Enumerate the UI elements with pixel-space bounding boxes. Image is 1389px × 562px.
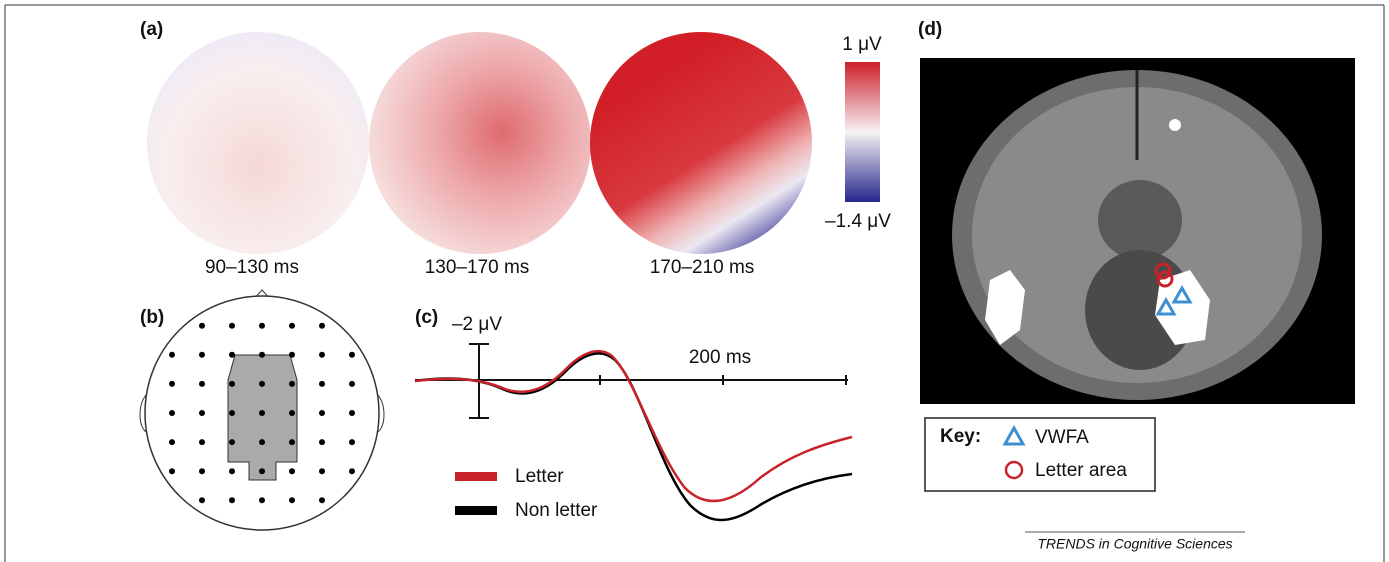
- electrode: [289, 410, 295, 416]
- figure: (a) 1 μV –1.4 μV 90–130 ms 130–170 ms 17…: [0, 0, 1389, 562]
- colorbar-label: –1.4 μV: [825, 211, 891, 232]
- electrode: [289, 468, 295, 474]
- electrode: [289, 323, 295, 329]
- electrode: [289, 497, 295, 503]
- electrode: [169, 381, 175, 387]
- electrode: [349, 468, 355, 474]
- topomap: [590, 32, 812, 254]
- electrode: [259, 439, 265, 445]
- legend-label: Letter: [515, 466, 564, 487]
- electrode: [169, 352, 175, 358]
- window-label: 90–130 ms: [205, 257, 299, 278]
- key-label: Letter area: [1035, 460, 1127, 481]
- electrode: [259, 381, 265, 387]
- electrode: [319, 410, 325, 416]
- panel-label: (a): [140, 19, 163, 40]
- footer: TRENDS in Cognitive Sciences: [1037, 536, 1232, 552]
- electrode: [229, 439, 235, 445]
- panel-label: (c): [415, 307, 438, 328]
- electrode: [319, 352, 325, 358]
- panel-label: (d): [918, 19, 942, 40]
- electrode: [259, 352, 265, 358]
- time-label: 200 ms: [689, 347, 751, 368]
- electrode: [259, 468, 265, 474]
- scale-label: –2 μV: [452, 314, 502, 335]
- legend-swatch: [455, 472, 497, 481]
- electrode: [289, 439, 295, 445]
- head-diagram: [140, 290, 384, 530]
- topomap: [369, 32, 591, 254]
- waveform-nonletter: [415, 353, 852, 520]
- electrode: [199, 381, 205, 387]
- roi: [228, 355, 297, 480]
- electrode: [319, 381, 325, 387]
- electrode: [199, 439, 205, 445]
- electrode: [259, 323, 265, 329]
- electrode: [169, 439, 175, 445]
- colorbar: [845, 62, 880, 202]
- electrode: [259, 497, 265, 503]
- electrode: [319, 439, 325, 445]
- colorbar-label: 1 μV: [842, 34, 882, 55]
- activation: [1169, 119, 1181, 131]
- panel-label: (b): [140, 307, 164, 328]
- key-label: VWFA: [1035, 427, 1089, 448]
- electrode: [349, 352, 355, 358]
- electrode: [259, 410, 265, 416]
- window-label: 130–170 ms: [425, 257, 530, 278]
- electrode: [319, 497, 325, 503]
- midbrain: [1098, 180, 1182, 260]
- electrode: [349, 410, 355, 416]
- legend-label: Non letter: [515, 500, 598, 521]
- electrode: [169, 468, 175, 474]
- electrode: [229, 323, 235, 329]
- electrode: [319, 468, 325, 474]
- electrode: [289, 352, 295, 358]
- legend-swatch: [455, 506, 497, 515]
- window-label: 170–210 ms: [650, 257, 755, 278]
- electrode: [349, 381, 355, 387]
- electrode: [199, 497, 205, 503]
- brain-image: [952, 70, 1322, 400]
- electrode: [319, 323, 325, 329]
- electrode: [229, 468, 235, 474]
- electrode: [229, 352, 235, 358]
- electrode: [199, 468, 205, 474]
- electrode: [169, 410, 175, 416]
- electrode: [229, 381, 235, 387]
- electrode: [229, 497, 235, 503]
- electrode: [199, 352, 205, 358]
- electrode: [199, 410, 205, 416]
- electrode: [229, 410, 235, 416]
- electrode: [289, 381, 295, 387]
- key-title: Key:: [940, 426, 981, 447]
- topomap: [147, 32, 369, 254]
- electrode: [349, 439, 355, 445]
- electrode: [199, 323, 205, 329]
